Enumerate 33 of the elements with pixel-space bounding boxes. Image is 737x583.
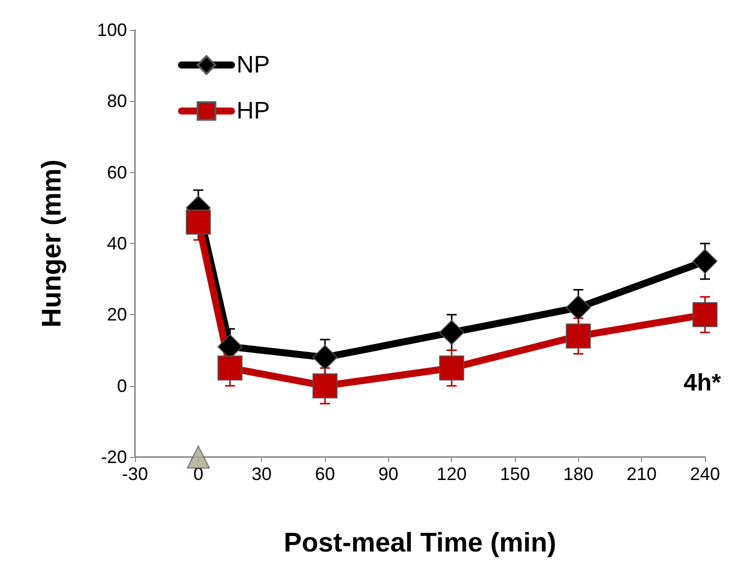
y-tick-label: 20 xyxy=(106,304,127,325)
x-tick-label: 60 xyxy=(314,464,336,484)
point xyxy=(218,356,242,381)
x-tick-label: 0 xyxy=(193,464,204,484)
x-tick-label: 30 xyxy=(252,464,272,484)
point xyxy=(186,210,211,235)
legend-label: NP xyxy=(236,52,270,78)
x-tick-label: 90 xyxy=(378,464,398,484)
point xyxy=(312,344,338,370)
point xyxy=(566,295,591,320)
legend-label: HP xyxy=(236,98,270,124)
y-tick-label: 60 xyxy=(106,162,127,182)
y-tick-label: 40 xyxy=(106,234,127,254)
y-axis-title: Hunger (mm) xyxy=(36,160,66,328)
point xyxy=(439,356,464,381)
x-tick-label: 210 xyxy=(626,464,657,484)
y-tick-label: 100 xyxy=(96,20,127,40)
x-tick-label: 150 xyxy=(500,464,530,484)
y-tick-label: -20 xyxy=(100,447,127,467)
y-tick-label: 80 xyxy=(106,91,127,112)
x-tick-label: 240 xyxy=(690,464,720,484)
point xyxy=(692,302,718,328)
y-tick-label: 0 xyxy=(116,376,127,396)
point xyxy=(439,320,464,345)
annotation: 4h* xyxy=(684,370,722,396)
point xyxy=(566,324,591,349)
x-tick-label: 120 xyxy=(436,464,467,484)
x-tick-label: 180 xyxy=(563,464,594,484)
point xyxy=(186,446,210,468)
x-tick-label: -30 xyxy=(122,464,148,484)
point xyxy=(312,373,338,398)
x-axis-title: Post-meal Time (min) xyxy=(284,528,556,558)
point xyxy=(692,248,718,274)
